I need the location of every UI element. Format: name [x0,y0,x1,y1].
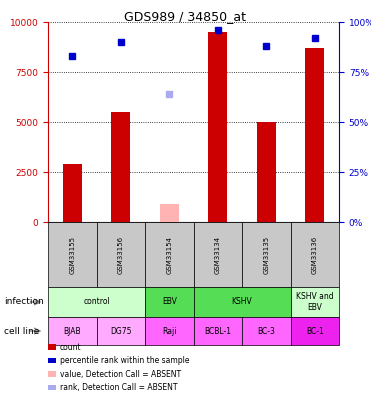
Bar [111,112,131,222]
Text: infection: infection [4,298,43,307]
Text: KSHV: KSHV [232,298,252,307]
Text: KSHV and
EBV: KSHV and EBV [296,292,334,312]
Text: control: control [83,298,110,307]
Bar [305,48,325,222]
Text: DG75: DG75 [110,326,131,335]
Text: cell line: cell line [4,326,39,335]
Text: GSM33135: GSM33135 [263,235,269,273]
Text: GSM33155: GSM33155 [69,235,75,273]
Text: GSM33156: GSM33156 [118,235,124,273]
Text: GSM33136: GSM33136 [312,235,318,274]
Bar [160,204,179,222]
Text: BCBL-1: BCBL-1 [204,326,231,335]
Bar [208,32,227,222]
Text: rank, Detection Call = ABSENT: rank, Detection Call = ABSENT [60,383,177,392]
Text: EBV: EBV [162,298,177,307]
Text: percentile rank within the sample: percentile rank within the sample [60,356,189,365]
Text: GDS989 / 34850_at: GDS989 / 34850_at [125,10,246,23]
Text: BC-3: BC-3 [257,326,275,335]
Text: BC-1: BC-1 [306,326,324,335]
Bar [63,164,82,222]
Text: BJAB: BJAB [63,326,81,335]
Bar [257,122,276,222]
Text: value, Detection Call = ABSENT: value, Detection Call = ABSENT [60,369,181,379]
Text: Raji: Raji [162,326,177,335]
Text: GSM33154: GSM33154 [166,235,172,273]
Text: GSM33134: GSM33134 [215,235,221,273]
Text: count: count [60,343,82,352]
